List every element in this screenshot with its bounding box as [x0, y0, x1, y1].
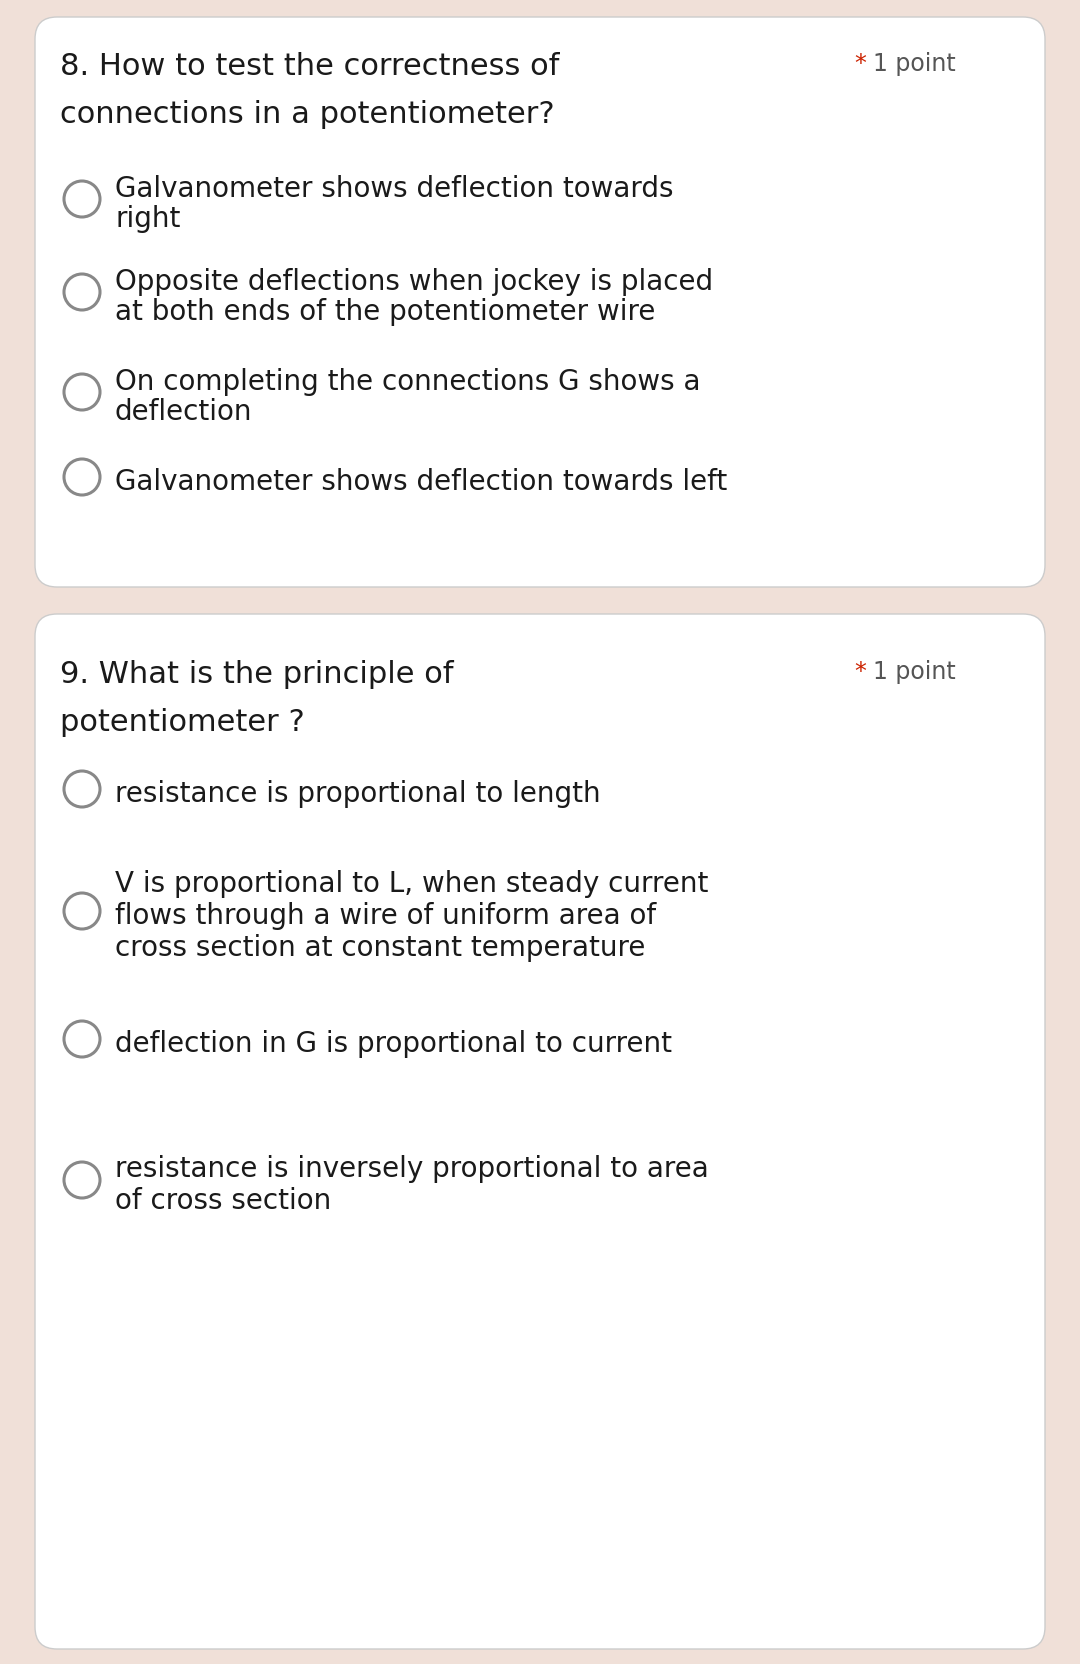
Text: 1 point: 1 point — [873, 52, 956, 77]
Text: 9. What is the principle of: 9. What is the principle of — [60, 659, 454, 689]
Text: *: * — [855, 659, 875, 684]
Text: of cross section: of cross section — [114, 1186, 332, 1215]
Text: flows through a wire of uniform area of: flows through a wire of uniform area of — [114, 902, 657, 930]
Text: Galvanometer shows deflection towards left: Galvanometer shows deflection towards le… — [114, 468, 727, 496]
Text: connections in a potentiometer?: connections in a potentiometer? — [60, 100, 555, 128]
Text: 1 point: 1 point — [873, 659, 956, 684]
Text: deflection: deflection — [114, 398, 253, 426]
Text: cross section at constant temperature: cross section at constant temperature — [114, 934, 646, 962]
Text: Galvanometer shows deflection towards: Galvanometer shows deflection towards — [114, 175, 674, 203]
Text: potentiometer ?: potentiometer ? — [60, 707, 305, 737]
Text: Opposite deflections when jockey is placed: Opposite deflections when jockey is plac… — [114, 268, 713, 296]
Text: *: * — [855, 52, 875, 77]
FancyBboxPatch shape — [35, 614, 1045, 1649]
FancyBboxPatch shape — [35, 18, 1045, 587]
Text: deflection in G is proportional to current: deflection in G is proportional to curre… — [114, 1030, 672, 1057]
Text: 8. How to test the correctness of: 8. How to test the correctness of — [60, 52, 559, 82]
Text: resistance is inversely proportional to area: resistance is inversely proportional to … — [114, 1155, 708, 1183]
Text: right: right — [114, 205, 180, 233]
Text: at both ends of the potentiometer wire: at both ends of the potentiometer wire — [114, 298, 656, 326]
Text: On completing the connections G shows a: On completing the connections G shows a — [114, 368, 701, 396]
Text: resistance is proportional to length: resistance is proportional to length — [114, 779, 600, 807]
Text: V is proportional to L, when steady current: V is proportional to L, when steady curr… — [114, 870, 708, 897]
